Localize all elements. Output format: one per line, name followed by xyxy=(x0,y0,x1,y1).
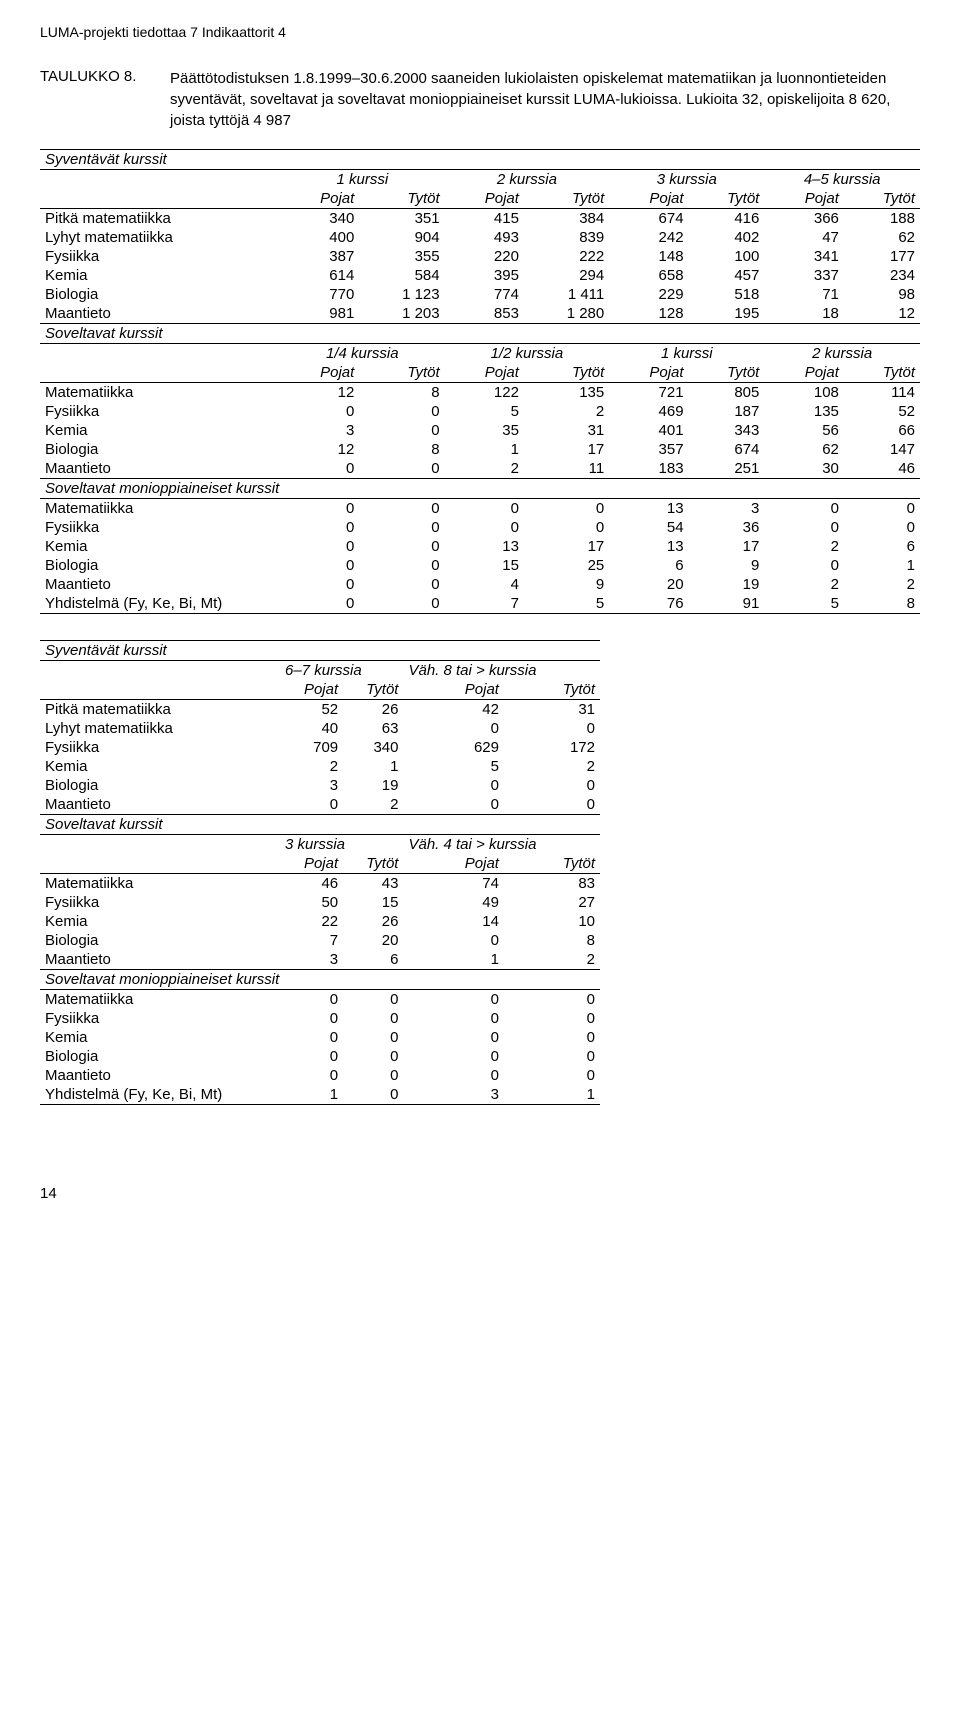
col-group: Väh. 4 tai > kurssia xyxy=(403,835,600,855)
col-group: Väh. 8 tai > kurssia xyxy=(403,661,600,681)
table-row: Pitkä matematiikka3403514153846744163661… xyxy=(40,209,920,229)
section-heading: Soveltavat kurssit xyxy=(40,815,600,835)
col-group: 4–5 kurssia xyxy=(764,170,920,190)
table-row: Biologia7701 1237741 4112295187198 xyxy=(40,285,920,304)
table-row: Maantieto3612 xyxy=(40,950,600,970)
page-number: 14 xyxy=(40,1185,920,1202)
table-row: Biologia72008 xyxy=(40,931,600,950)
table-row: Biologia31900 xyxy=(40,776,600,795)
col-header: Tytöt xyxy=(504,680,600,700)
col-header: Tytöt xyxy=(689,363,765,383)
col-header: Pojat xyxy=(280,680,343,700)
col-header: Pojat xyxy=(280,189,359,209)
col-header: Pojat xyxy=(609,363,688,383)
col-group: 1 kurssi xyxy=(280,170,445,190)
table-caption: TAULUKKO 8. Päättötodistuksen 1.8.1999–3… xyxy=(40,68,920,131)
table-row: Fysiikka0000 xyxy=(40,1009,600,1028)
col-group: 1/2 kurssia xyxy=(445,344,610,364)
table-row: Biologia0000 xyxy=(40,1047,600,1066)
table-row: Biologia12811735767462147 xyxy=(40,440,920,459)
table-row: Fysiikka0000543600 xyxy=(40,518,920,537)
table-row: Lyhyt matematiikka406300 xyxy=(40,719,600,738)
table-main-4col: Syventävät kurssit 6–7 kurssia Väh. 8 ta… xyxy=(40,640,600,1105)
table-row: Yhdistelmä (Fy, Ke, Bi, Mt)0075769158 xyxy=(40,594,920,614)
table-row: Maantieto0200 xyxy=(40,795,600,815)
col-group: 2 kurssia xyxy=(445,170,610,190)
table-title-text: Päättötodistuksen 1.8.1999–30.6.2000 saa… xyxy=(170,68,920,131)
col-header: Tytöt xyxy=(343,680,403,700)
section-heading: Soveltavat monioppiaineiset kurssit xyxy=(40,970,600,990)
section-heading: Soveltavat kurssit xyxy=(40,324,920,344)
table-row: Fysiikka50154927 xyxy=(40,893,600,912)
table-row: Kemia614584395294658457337234 xyxy=(40,266,920,285)
col-group: 3 kurssia xyxy=(280,835,403,855)
col-header: Tytöt xyxy=(343,854,403,874)
col-group: 3 kurssia xyxy=(609,170,764,190)
col-header: Pojat xyxy=(445,363,524,383)
section-heading: Syventävät kurssit xyxy=(40,641,600,661)
col-header: Pojat xyxy=(609,189,688,209)
col-header: Pojat xyxy=(403,854,503,874)
table-main-8col: Syventävät kurssit 1 kurssi 2 kurssia 3 … xyxy=(40,149,920,614)
table-row: Kemia0000 xyxy=(40,1028,600,1047)
table-row: Kemia2152 xyxy=(40,757,600,776)
col-header: Pojat xyxy=(764,189,844,209)
table-row: Kemia3035314013435666 xyxy=(40,421,920,440)
col-header: Tytöt xyxy=(844,363,920,383)
col-group: 1 kurssi xyxy=(609,344,764,364)
col-group: 2 kurssia xyxy=(764,344,920,364)
table-row: Matematiikka0000 xyxy=(40,990,600,1010)
col-header: Pojat xyxy=(764,363,844,383)
table-row: Maantieto0000 xyxy=(40,1066,600,1085)
table-row: Pitkä matematiikka52264231 xyxy=(40,700,600,720)
running-header: LUMA-projekti tiedottaa 7 Indikaattorit … xyxy=(40,24,920,40)
table-row: Matematiikka46437483 xyxy=(40,874,600,894)
col-header: Tytöt xyxy=(359,363,444,383)
table-row: Lyhyt matematiikka4009044938392424024762 xyxy=(40,228,920,247)
table-row: Matematiikka128122135721805108114 xyxy=(40,383,920,403)
col-header: Tytöt xyxy=(504,854,600,874)
col-header: Pojat xyxy=(280,363,359,383)
section-heading: Syventävät kurssit xyxy=(40,150,920,170)
table-row: Biologia0015256901 xyxy=(40,556,920,575)
col-group: 6–7 kurssia xyxy=(280,661,403,681)
col-header: Tytöt xyxy=(359,189,444,209)
col-header: Pojat xyxy=(280,854,343,874)
table-number: TAULUKKO 8. xyxy=(40,68,170,85)
col-header: Tytöt xyxy=(844,189,920,209)
col-group: 1/4 kurssia xyxy=(280,344,445,364)
table-row: Maantieto0049201922 xyxy=(40,575,920,594)
table-row: Fysiikka387355220222148100341177 xyxy=(40,247,920,266)
table-row: Matematiikka000013300 xyxy=(40,499,920,519)
col-header: Pojat xyxy=(403,680,503,700)
table-row: Fysiikka709340629172 xyxy=(40,738,600,757)
table-row: Maantieto002111832513046 xyxy=(40,459,920,479)
col-header: Tytöt xyxy=(689,189,765,209)
table-row: Kemia22261410 xyxy=(40,912,600,931)
section-heading: Soveltavat monioppiaineiset kurssit xyxy=(40,479,920,499)
col-header: Pojat xyxy=(445,189,524,209)
table-row: Yhdistelmä (Fy, Ke, Bi, Mt)1031 xyxy=(40,1085,600,1105)
table-row: Kemia001317131726 xyxy=(40,537,920,556)
table-row: Maantieto9811 2038531 2801281951812 xyxy=(40,304,920,324)
col-header: Tytöt xyxy=(524,189,609,209)
col-header: Tytöt xyxy=(524,363,609,383)
table-row: Fysiikka005246918713552 xyxy=(40,402,920,421)
